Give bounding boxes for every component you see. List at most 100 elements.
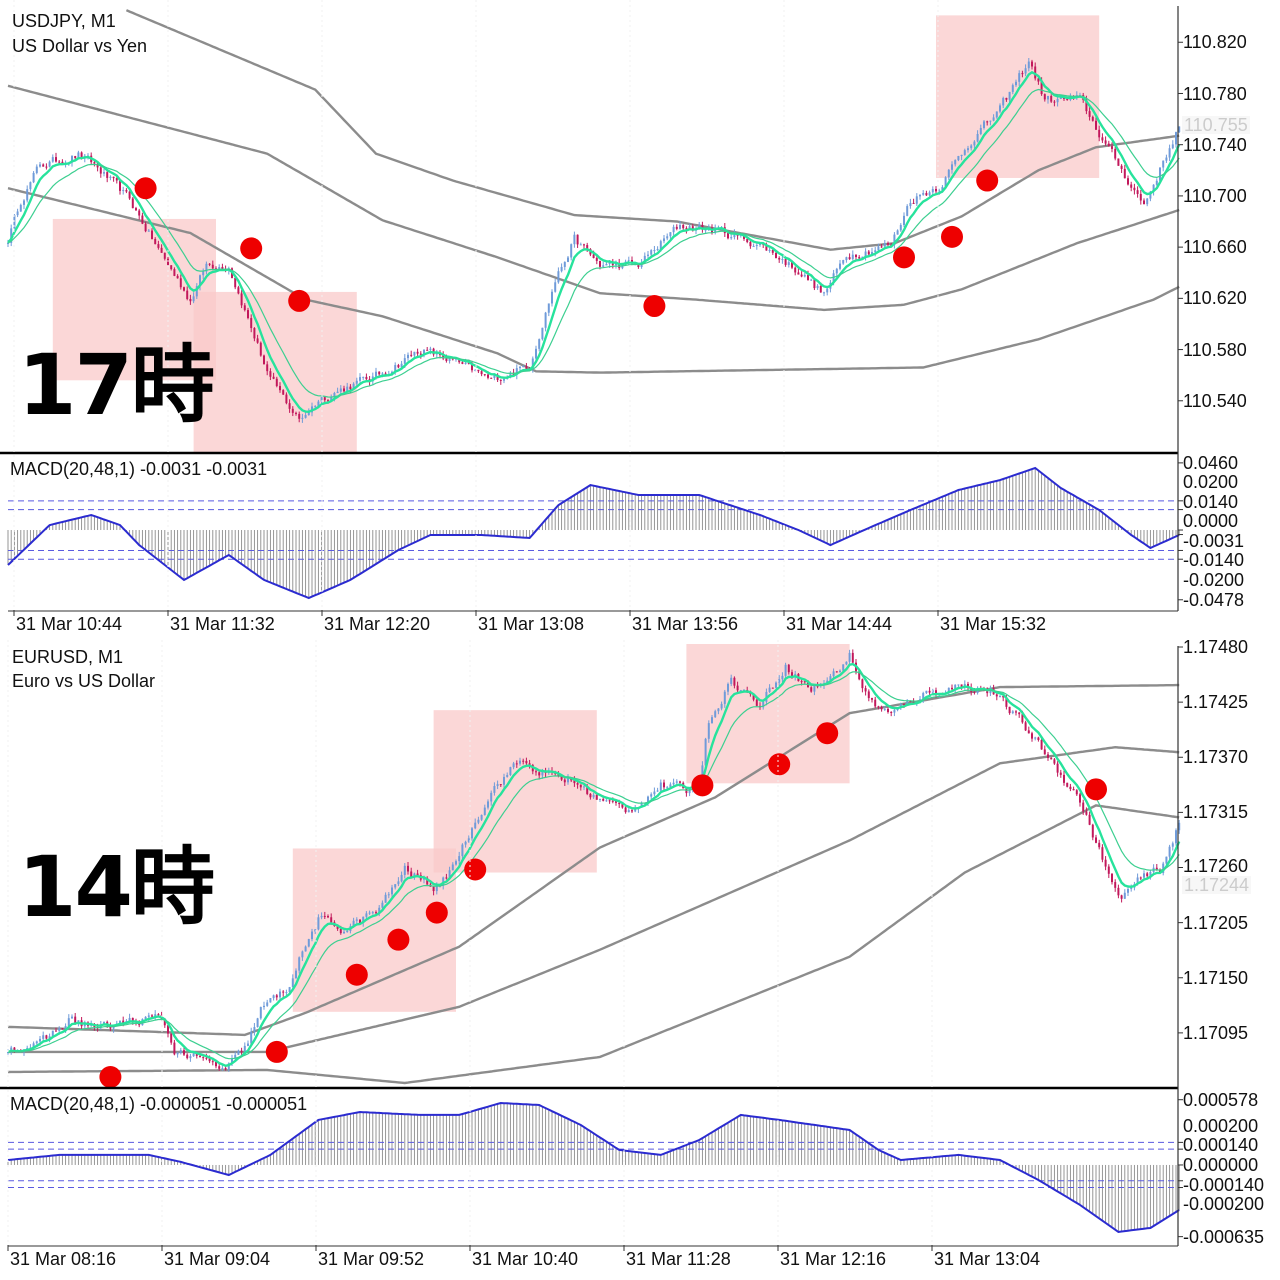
candle-body [403, 358, 406, 364]
candle-body [471, 363, 473, 371]
candle-body [1011, 711, 1014, 714]
candle-body [813, 685, 816, 692]
candle-body [512, 763, 515, 768]
candle-body [1075, 790, 1078, 795]
candle-body [135, 208, 137, 211]
macd-tick-label: 0.0460 [1183, 452, 1239, 473]
candle-body [195, 1053, 198, 1056]
chart-pane-1 [0, 640, 1183, 1251]
candle-body [576, 234, 579, 245]
candle-body [1178, 126, 1181, 133]
candle-body [317, 917, 320, 930]
candle-body [1050, 95, 1053, 102]
candle-body [39, 1038, 41, 1042]
candle-body [688, 226, 691, 230]
candle-body [352, 920, 355, 927]
candle-body [39, 164, 41, 167]
candle-body [1104, 859, 1107, 867]
candle-body [112, 176, 115, 179]
candle-body [794, 267, 797, 273]
candle-body [375, 912, 377, 914]
candle-body [842, 260, 845, 264]
candle-body [775, 252, 777, 258]
candle-body [935, 189, 937, 192]
candle-body [378, 907, 381, 913]
candle-body [618, 802, 621, 805]
candle-body [311, 931, 313, 940]
candle-body [496, 374, 499, 380]
candle-body [490, 377, 493, 379]
candle-body [1146, 873, 1149, 877]
candle-body [381, 902, 384, 908]
candle-body [355, 380, 358, 384]
candle-body [877, 246, 880, 251]
candle-body [1114, 148, 1117, 159]
candle-body [947, 687, 950, 694]
candle-body [80, 152, 83, 159]
candle-body [963, 150, 966, 155]
candle-body [727, 233, 729, 239]
candle-body [211, 264, 214, 269]
candle-body [909, 202, 912, 207]
candle-body [1133, 187, 1136, 191]
candle-body [650, 794, 653, 797]
candle-body [7, 242, 9, 244]
candle-body [755, 699, 758, 706]
candle-body [979, 127, 982, 134]
candle-body [432, 886, 435, 892]
candle-body [765, 244, 768, 251]
macd-tick-label: -0.000200 [1183, 1194, 1265, 1214]
candle-body [1136, 877, 1139, 885]
candle-body [627, 810, 630, 813]
candle-body [61, 161, 64, 165]
macd-label-usdjpy: MACD(20,48,1) -0.0031 -0.0031 [10, 459, 268, 479]
candle-body [883, 243, 886, 247]
candle-body [906, 206, 909, 216]
candle-body [336, 926, 339, 929]
candle-body [208, 1058, 211, 1062]
candle-body [106, 172, 109, 178]
candle-body [845, 257, 848, 261]
signal-dot [464, 858, 487, 881]
candle-body [615, 800, 617, 803]
macd-tick-label: 0.000578 [1183, 1089, 1259, 1110]
candle-body [1021, 73, 1024, 75]
candle-body [647, 254, 649, 256]
candle-body [1165, 856, 1168, 864]
moving-average-band-2 [7, 187, 1180, 374]
signal-dot [387, 928, 410, 951]
candle-body [423, 349, 425, 355]
candle-body [426, 877, 429, 885]
candle-body [570, 244, 573, 258]
candle-body [922, 693, 925, 700]
candle-body [656, 249, 659, 251]
candle-body [464, 841, 467, 845]
candle-body [663, 238, 665, 242]
candle-body [157, 244, 160, 248]
candle-body [1120, 895, 1123, 899]
candle-body [1155, 867, 1158, 870]
candle-body [227, 1063, 230, 1070]
candle-body [835, 671, 838, 673]
candle-body [1011, 85, 1014, 92]
candle-body [1155, 180, 1158, 185]
candle-body [119, 1020, 121, 1024]
candle-body [1066, 99, 1069, 101]
candle-body [675, 781, 678, 783]
candle-body [179, 1050, 182, 1053]
candle-body [618, 263, 621, 269]
signal-dot [288, 289, 311, 312]
candle-body [771, 687, 774, 689]
candle-body [704, 738, 707, 766]
macd-tick-label: -0.000635 [1183, 1226, 1265, 1247]
candle-body [544, 312, 547, 328]
candle-body [55, 1030, 57, 1032]
candle-body [1088, 111, 1091, 117]
candle-body [496, 784, 499, 787]
candle-body [1165, 157, 1168, 161]
candle-body [1053, 101, 1056, 103]
candle-body [746, 238, 749, 243]
candle-body [653, 791, 656, 795]
candle-body [768, 687, 771, 692]
